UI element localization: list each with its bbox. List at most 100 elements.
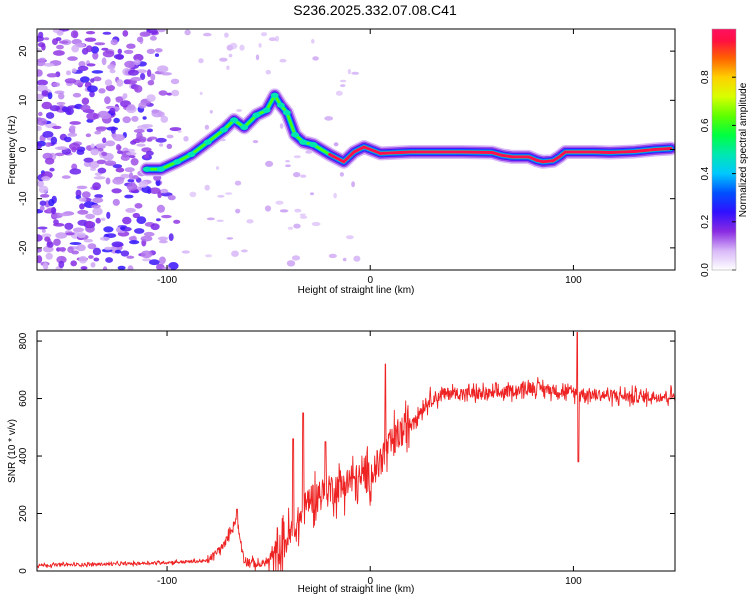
noise-blob: [59, 212, 71, 217]
noise-blob: [94, 172, 102, 176]
noise-blob: [64, 222, 74, 230]
y-tick-label: 0: [18, 568, 29, 574]
noise-blob: [299, 215, 308, 219]
noise-blob: [98, 88, 106, 94]
noise-blob: [151, 109, 159, 114]
noise-blob: [239, 44, 245, 51]
noise-blob: [132, 138, 142, 144]
noise-blob: [166, 143, 173, 149]
noise-blob: [94, 194, 104, 199]
noise-blob: [258, 43, 262, 48]
noise-blob: [40, 194, 50, 198]
noise-blob: [88, 160, 100, 169]
noise-blob: [38, 31, 44, 39]
noise-blob: [351, 71, 360, 75]
track-blob: [142, 166, 151, 172]
noise-blob: [37, 117, 48, 126]
track-core: [632, 148, 657, 153]
noise-blob: [183, 136, 189, 142]
noise-blob: [37, 179, 44, 188]
noise-blob: [76, 149, 85, 155]
noise-blob: [154, 53, 160, 57]
noise-blob: [246, 219, 254, 224]
noise-blob: [339, 172, 344, 177]
noise-blob: [170, 78, 180, 85]
noise-blob: [96, 159, 107, 165]
noise-blob: [129, 240, 140, 245]
noise-blob: [146, 69, 152, 77]
spectrogram-ylabel: Frequency (Hz): [7, 116, 18, 185]
noise-blob: [184, 29, 191, 36]
noise-blob: [104, 160, 117, 166]
snr-frame: [36, 330, 676, 572]
noise-blob: [110, 126, 116, 134]
colorbar-tick-label: 0.4: [700, 166, 711, 180]
noise-blob: [45, 252, 53, 260]
noise-blob: [69, 168, 82, 175]
track-core: [342, 150, 356, 164]
noise-blob: [226, 65, 230, 70]
noise-blob: [124, 60, 136, 69]
noise-blob: [312, 56, 319, 61]
noise-blob: [293, 155, 301, 159]
noise-blob: [83, 238, 94, 243]
noise-blob: [124, 167, 135, 173]
noise-blob: [166, 134, 174, 139]
noise-blob: [85, 213, 95, 220]
noise-blob: [162, 266, 171, 270]
noise-blob: [41, 43, 46, 51]
noise-blob: [130, 158, 139, 166]
noise-blob: [112, 164, 123, 169]
x-tick-label: -100: [157, 275, 177, 286]
noise-blob: [148, 136, 158, 140]
noise-blob: [110, 39, 118, 46]
noise-blob: [265, 160, 274, 167]
noise-blob: [37, 226, 48, 230]
noise-blob: [126, 43, 136, 49]
noise-blob: [291, 255, 301, 261]
noise-blob: [92, 247, 101, 256]
noise-blob: [92, 197, 104, 203]
noise-blob: [53, 238, 61, 246]
noise-blob: [112, 198, 120, 206]
noise-blob: [122, 93, 128, 99]
noise-blob: [252, 140, 259, 144]
noise-blob: [37, 255, 43, 264]
noise-blob: [126, 152, 137, 156]
noise-blob: [95, 143, 107, 148]
noise-blob: [71, 68, 77, 73]
noise-blob: [198, 58, 204, 64]
noise-blob: [102, 31, 112, 35]
noise-blob: [72, 227, 85, 233]
noise-blob: [112, 177, 124, 185]
noise-blob: [88, 255, 94, 259]
y-tick-label: -20: [18, 240, 29, 255]
noise-blob: [122, 30, 129, 37]
y-tick-label: 10: [18, 94, 29, 106]
noise-blob: [77, 209, 89, 215]
colorbar-tick-label: 0.0: [700, 263, 711, 277]
noise-blob: [138, 180, 149, 188]
noise-blob: [38, 185, 49, 194]
noise-blob: [129, 172, 134, 180]
noise-blob: [133, 53, 144, 62]
noise-blob: [69, 125, 76, 130]
noise-blob: [46, 241, 54, 248]
noise-blob: [116, 79, 124, 87]
noise-blob: [41, 90, 49, 96]
noise-blob: [169, 127, 182, 132]
track-core: [328, 152, 346, 164]
noise-blob: [275, 200, 284, 205]
noise-blob: [86, 112, 99, 121]
noise-blob: [70, 128, 76, 134]
noise-blob: [173, 219, 181, 224]
noise-blob: [279, 209, 289, 213]
noise-blob: [134, 85, 143, 93]
y-tick-label: 800: [18, 332, 29, 349]
noise-blob: [67, 56, 78, 61]
noise-blob: [104, 79, 113, 87]
noise-blob: [205, 254, 213, 258]
noise-blob: [140, 250, 153, 259]
noise-blob: [104, 246, 113, 251]
